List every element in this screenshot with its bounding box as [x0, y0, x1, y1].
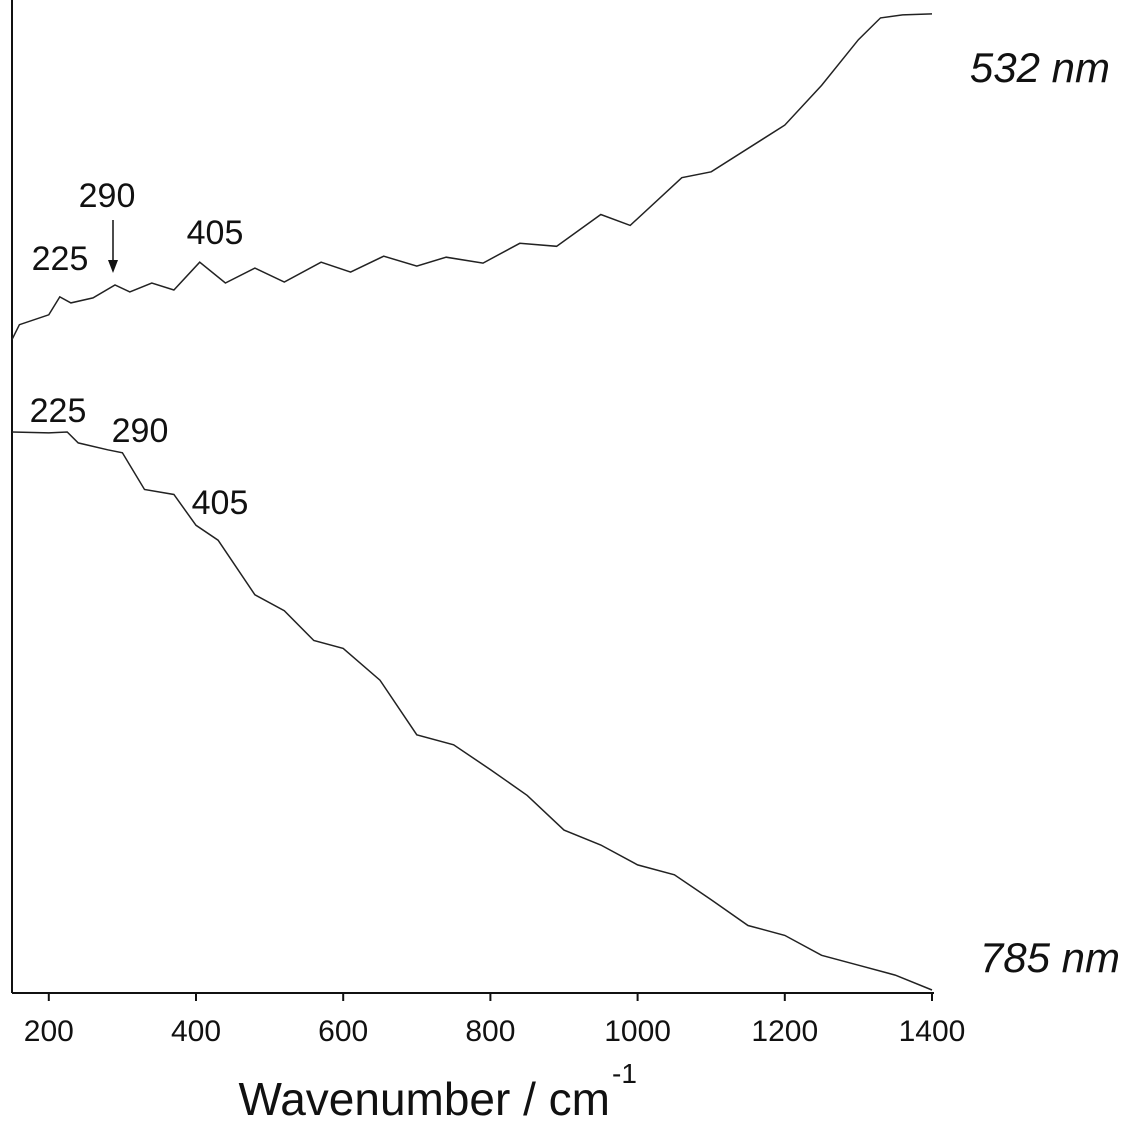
x-tick-label: 200: [24, 1015, 74, 1048]
x-axis-label: Wavenumber / cm: [238, 1073, 610, 1125]
spectrum-line: [11, 13, 933, 340]
spectrum-line: [11, 431, 933, 991]
series-label: 532 nm: [970, 44, 1110, 91]
x-tick-label: 600: [318, 1015, 368, 1048]
annotation-arrowhead: [108, 260, 118, 273]
peak-annotation: 405: [187, 214, 244, 252]
peak-annotation: 405: [192, 484, 249, 522]
peak-annotation: 290: [112, 412, 169, 450]
peak-annotation: 225: [32, 240, 89, 278]
x-tick-label: 400: [171, 1015, 221, 1048]
x-tick-label: 1400: [899, 1015, 966, 1048]
peak-annotation: 290: [79, 177, 136, 215]
x-tick-label: 1200: [751, 1015, 818, 1048]
x-axis-label-superscript: -1: [612, 1058, 637, 1089]
x-tick-label: 1000: [604, 1015, 671, 1048]
series-label: 785 nm: [980, 934, 1120, 981]
x-tick-label: 800: [465, 1015, 515, 1048]
peak-annotation: 225: [30, 392, 87, 430]
